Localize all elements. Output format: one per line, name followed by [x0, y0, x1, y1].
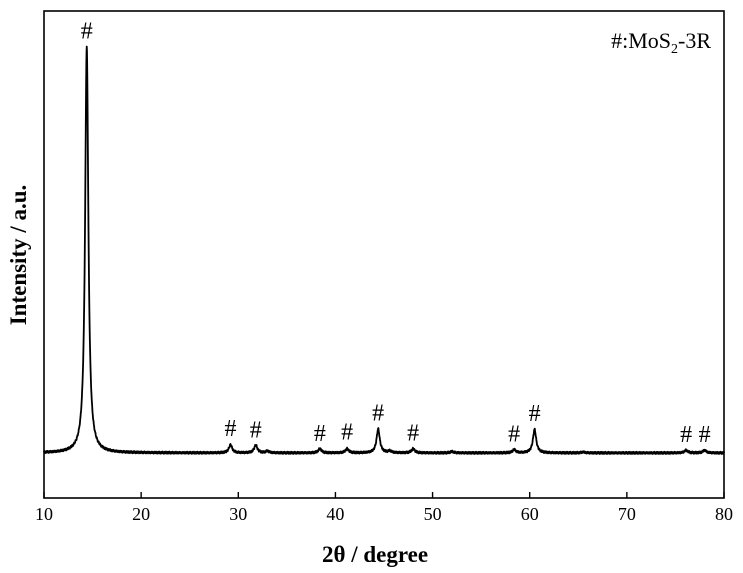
peak-marker: # [407, 421, 419, 447]
x-tick-label: 70 [618, 504, 636, 524]
peak-marker: # [314, 421, 326, 447]
peak-marker: # [225, 416, 237, 442]
legend-formula: MoS [628, 28, 671, 53]
x-tick-label: 20 [132, 504, 150, 524]
peak-marker: # [508, 422, 520, 448]
x-tick-label: 30 [229, 504, 247, 524]
legend-symbol: # [611, 28, 622, 53]
x-tick-label: 10 [35, 504, 53, 524]
peak-marker: # [372, 400, 384, 426]
peak-marker: # [81, 19, 93, 45]
peak-marker: # [699, 422, 711, 448]
x-axis-label: 2θ / degree [322, 542, 428, 567]
x-tick-label: 60 [521, 504, 539, 524]
x-axis-ticks: 10 20 30 40 50 60 70 80 [35, 492, 733, 524]
legend: #:MoS2-3R [611, 28, 711, 57]
peak-marker: # [341, 420, 353, 446]
x-tick-label: 40 [326, 504, 344, 524]
peak-marker: # [529, 401, 541, 427]
x-tick-label: 80 [715, 504, 733, 524]
x-tick-label: 50 [424, 504, 442, 524]
peak-markers: # # # # # # # # # # # [81, 19, 711, 449]
legend-subscript: 2 [671, 42, 678, 57]
y-axis-label: Intensity / a.u. [6, 185, 31, 326]
peak-marker: # [250, 417, 262, 443]
peak-marker: # [680, 422, 692, 448]
legend-phase: -3R [678, 28, 711, 53]
xrd-pattern-line [44, 47, 724, 454]
